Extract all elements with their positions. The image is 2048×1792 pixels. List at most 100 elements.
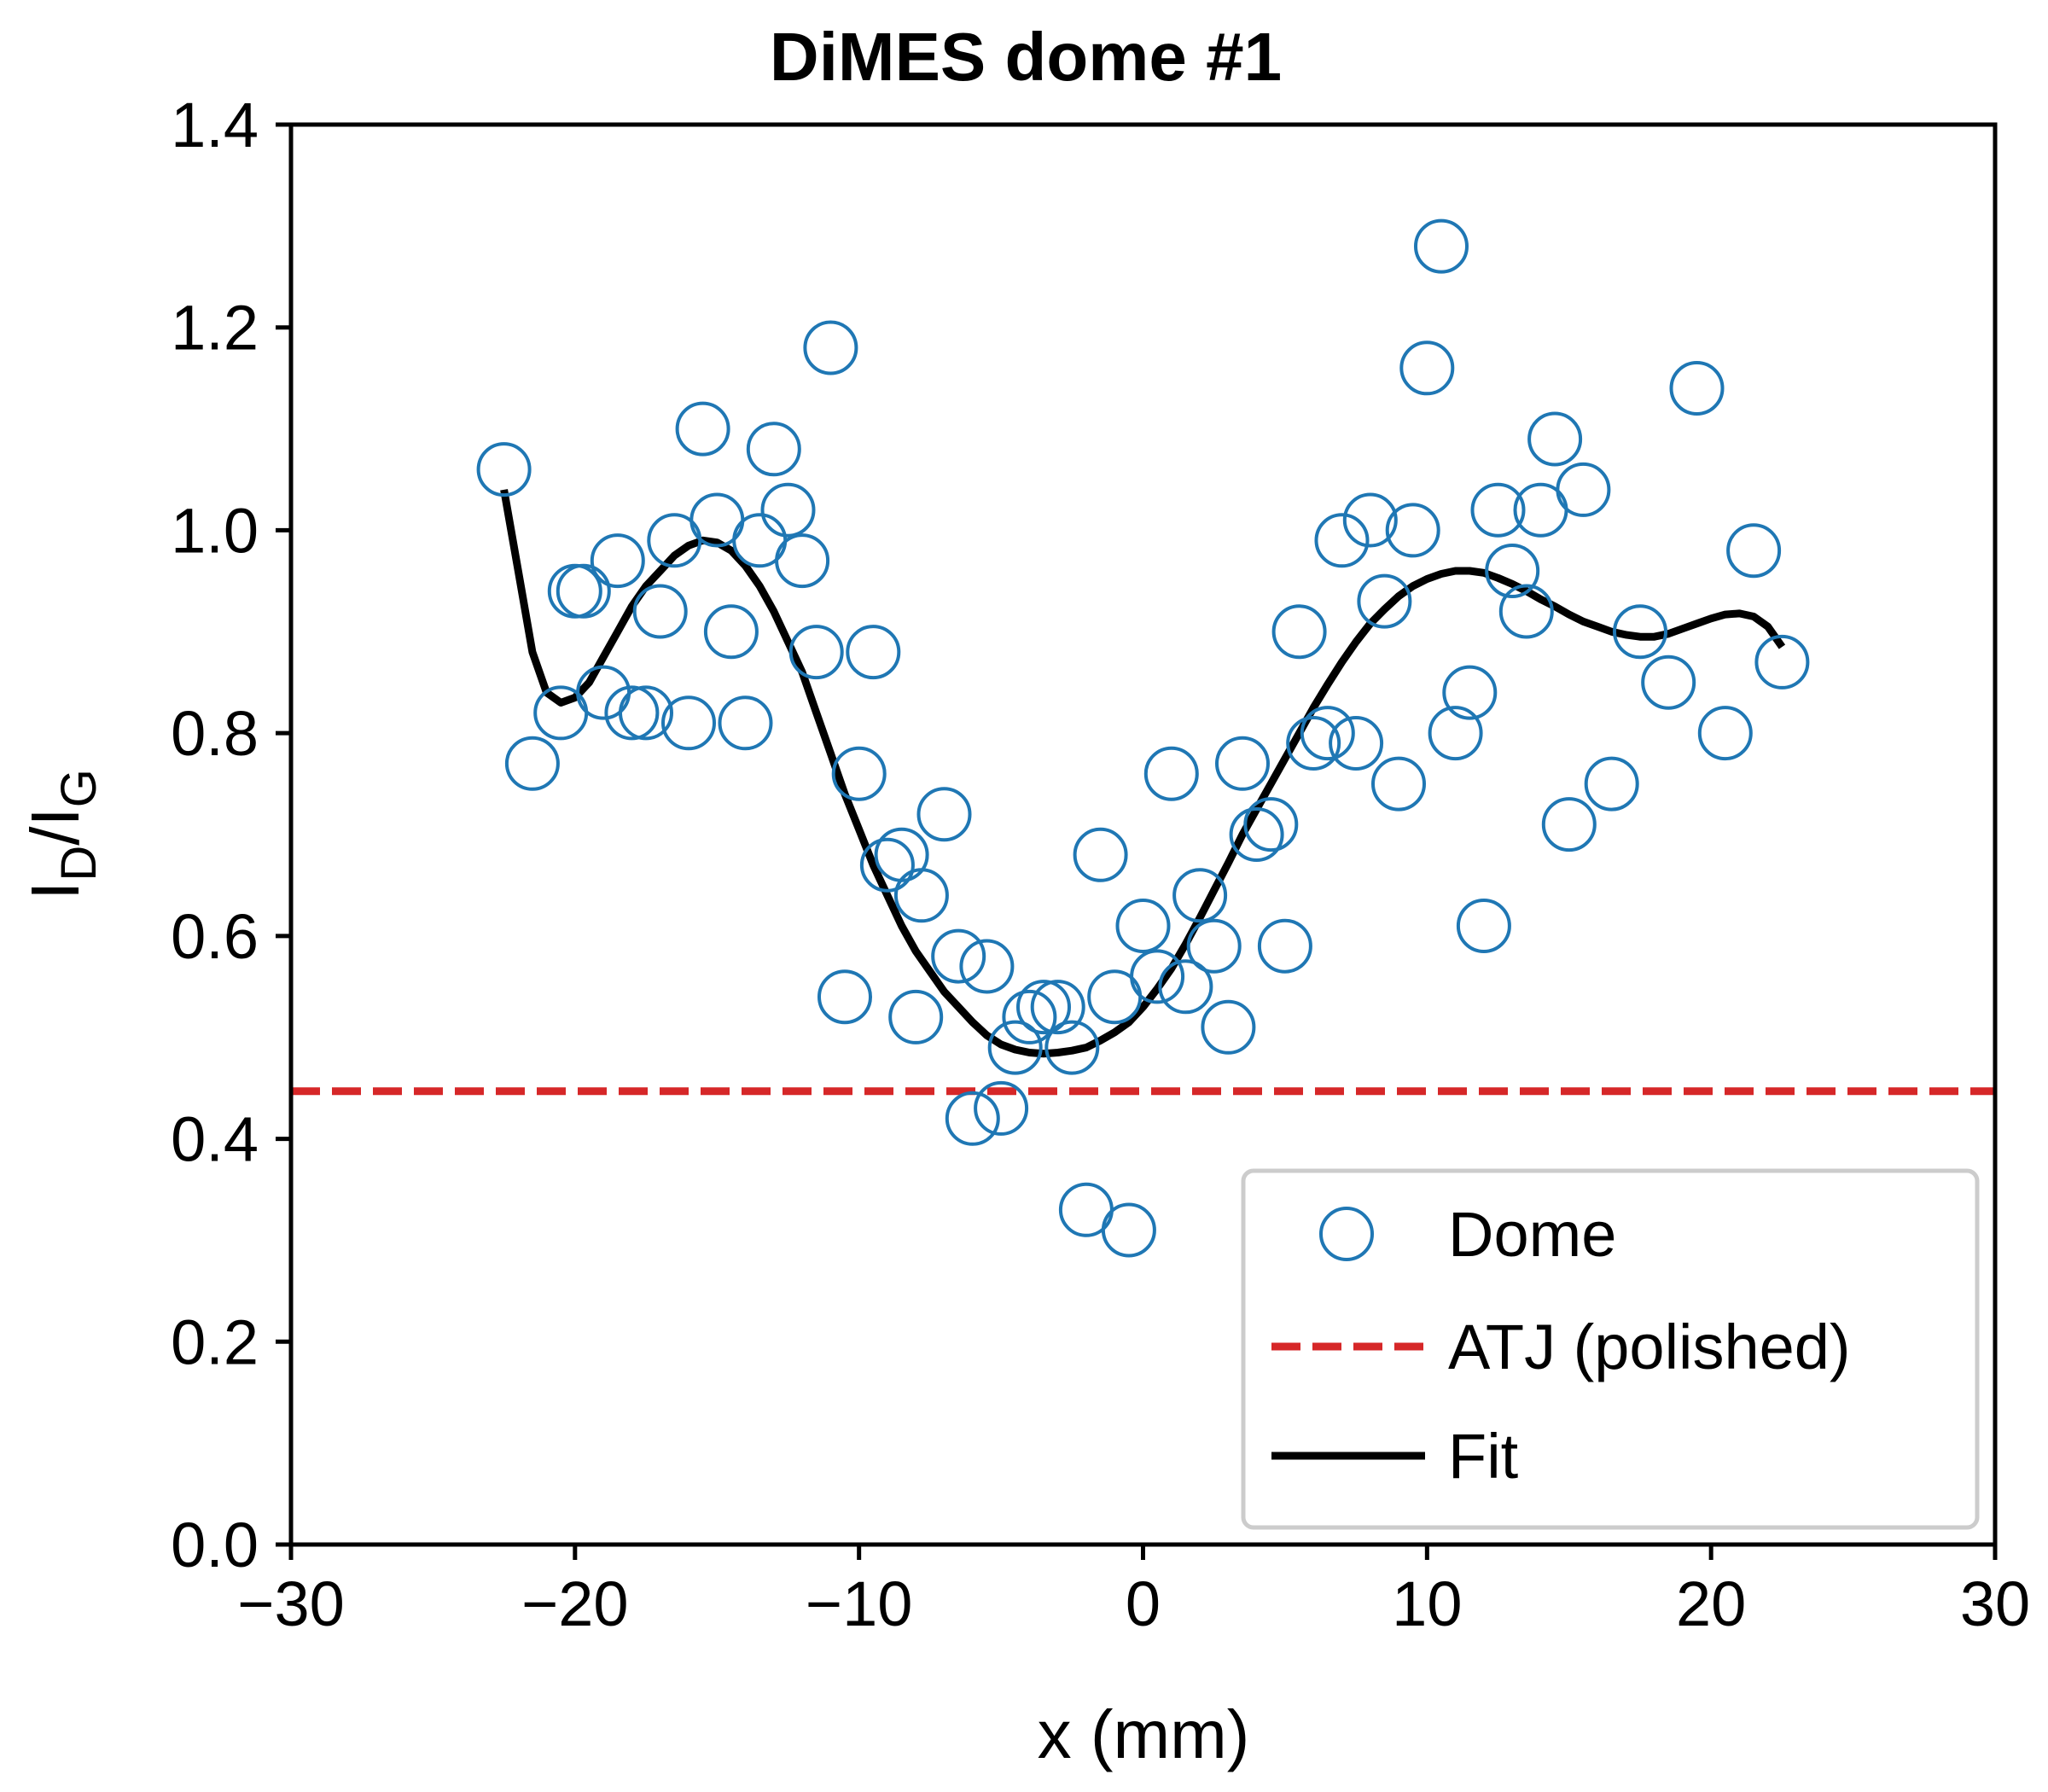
dome-point (1456, 899, 1511, 953)
dome-point (1243, 797, 1299, 852)
dome-point (1016, 980, 1071, 1035)
dome-point (803, 320, 858, 375)
dome-point (1130, 949, 1185, 1004)
y-axis-label-main: I (17, 881, 93, 900)
dome-point (1556, 462, 1611, 517)
dome-point (1541, 797, 1597, 852)
dome-point (1357, 573, 1412, 629)
dome-point (1115, 899, 1171, 953)
dome-point (959, 939, 1015, 994)
dome-point (1257, 918, 1312, 974)
dome-point (974, 1080, 1029, 1136)
dome-point (1158, 959, 1213, 1015)
dome-point (987, 1020, 1043, 1075)
dome-point (1584, 756, 1639, 812)
fit-layer (500, 489, 1786, 1058)
dome-point (1754, 634, 1810, 689)
dome-point (1613, 604, 1667, 660)
dome-point (916, 787, 972, 842)
dome-point (1101, 1202, 1156, 1258)
legend-fit-label: Fit (1448, 1421, 1519, 1492)
dome-point (1726, 523, 1782, 579)
dome-point (476, 442, 532, 497)
dome-point (1641, 655, 1696, 710)
dome-point (1201, 999, 1256, 1055)
dome-point (1527, 411, 1583, 467)
dome-point (1342, 492, 1398, 548)
x-tick-label: 10 (1392, 1568, 1462, 1639)
x-axis-label: x (mm) (1038, 1696, 1250, 1772)
y-axis-ticks: 0.0 0.2 0.4 0.6 0.8 1.0 1.2 1.4 (171, 90, 291, 1580)
dome-point (1073, 827, 1128, 882)
dome-point (619, 685, 673, 741)
chart-title: DiMES dome #1 (770, 19, 1282, 95)
x-tick-label: 30 (1960, 1568, 2030, 1639)
dome-point (1186, 918, 1242, 974)
y-tick-label: 0.6 (171, 901, 259, 972)
dome-point (859, 837, 915, 893)
dome-point (1271, 604, 1327, 660)
dome-point (1329, 716, 1384, 771)
dome-point (1697, 706, 1753, 761)
dome-point (556, 563, 611, 619)
x-tick-label: 0 (1126, 1568, 1161, 1639)
dome-point (846, 625, 901, 680)
dome-point (1300, 706, 1355, 761)
dome-point (945, 1091, 1000, 1146)
dome-point (661, 695, 716, 751)
dome-point (1498, 584, 1554, 639)
y-axis-label: ID/IG (17, 769, 107, 900)
dome-point (746, 422, 801, 477)
dome-point (632, 584, 688, 639)
y-tick-label: 0.2 (171, 1306, 259, 1377)
dome-point (1030, 980, 1085, 1035)
dome-point (931, 928, 986, 984)
dome-point (1044, 1020, 1100, 1075)
plot-area (291, 218, 1995, 1258)
dome-point (760, 482, 816, 538)
dome-point (703, 604, 759, 660)
dome-point (1172, 868, 1228, 923)
dome-point (504, 736, 560, 791)
dome-point (1002, 989, 1057, 1044)
dome-point (831, 746, 887, 801)
y-axis-label-sub2: G (51, 769, 107, 807)
legend-dome-label: Dome (1448, 1199, 1616, 1270)
legend-atj-label: ATJ (polished) (1448, 1312, 1851, 1382)
x-tick-label: −10 (806, 1568, 913, 1639)
dome-point (788, 625, 844, 680)
dome-point (675, 401, 730, 457)
y-tick-label: 0.0 (171, 1510, 259, 1580)
dome-point (1470, 482, 1526, 538)
dome-point (1229, 807, 1284, 862)
legend-box (1241, 1168, 1980, 1530)
y-tick-label: 0.8 (171, 698, 259, 769)
dome-point (1143, 746, 1199, 801)
dome-point (775, 533, 830, 589)
dome-point (1669, 361, 1725, 416)
fit-line (500, 489, 1786, 1058)
y-axis-label-sub1: D (51, 846, 107, 881)
x-tick-label: 20 (1676, 1568, 1746, 1639)
legend-dome-marker (1319, 1207, 1374, 1261)
dome-point (1442, 665, 1498, 720)
y-tick-label: 0.4 (171, 1104, 259, 1175)
dome-point (1215, 736, 1270, 791)
y-tick-label: 1.0 (171, 495, 259, 566)
dome-point (1428, 706, 1483, 761)
legend: Dome ATJ (polished) Fit (1241, 1168, 1980, 1530)
y-tick-label: 1.2 (171, 293, 259, 364)
dome-point (888, 989, 944, 1044)
y-axis-label-slash: /I (17, 807, 93, 845)
dome-point (604, 685, 660, 741)
dome-point (1314, 513, 1370, 568)
dome-point (590, 533, 645, 589)
dome-point (1399, 340, 1455, 396)
dome-point (817, 969, 872, 1025)
dome-point (1371, 756, 1426, 812)
dome-point (1485, 544, 1540, 598)
scatter-points-layer (476, 218, 1810, 1258)
x-axis-ticks: −30 −20 −10 0 10 20 30 (237, 1545, 2030, 1639)
x-tick-label: −20 (521, 1568, 629, 1639)
